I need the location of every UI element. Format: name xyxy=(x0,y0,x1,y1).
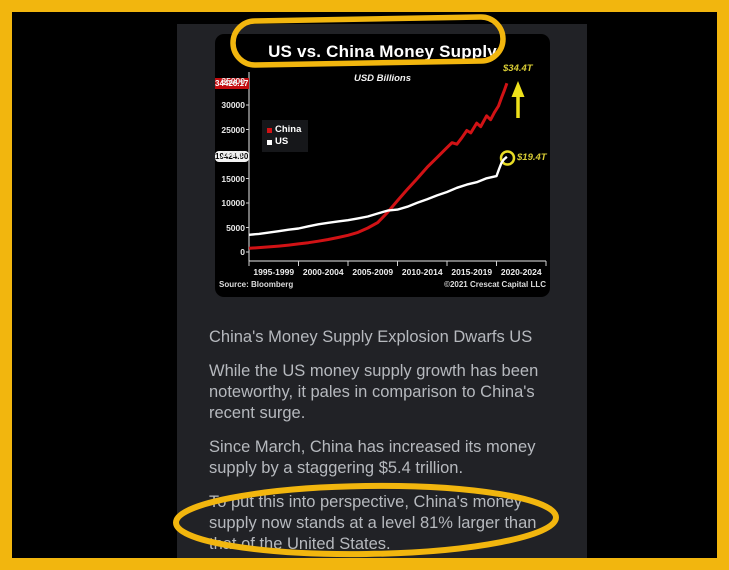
post-paragraph: Since March, China has increased its mon… xyxy=(209,438,536,477)
chart-legend: China US xyxy=(262,120,309,152)
y-tick-label: 5000 xyxy=(226,222,245,233)
x-tick-label: 1995-1999 xyxy=(253,267,295,277)
china-value-callout: 34426.17 xyxy=(215,77,249,89)
us-value-callout: 19424.90 xyxy=(215,151,249,163)
post-paragraph: China's Money Supply Explosion Dwarfs US xyxy=(209,328,533,346)
y-tick-label: 20000 xyxy=(221,149,245,159)
legend-item-us: US xyxy=(267,136,301,148)
x-tick-label: 2005-2009 xyxy=(352,267,394,277)
x-tick-label: 2020-2024 xyxy=(500,267,542,277)
x-tick-label: 2010-2014 xyxy=(401,267,443,277)
y-tick-label: 30000 xyxy=(221,100,245,110)
legend-label: US xyxy=(275,136,289,147)
y-tick-label: 0 xyxy=(240,247,245,257)
post-paragraph-highlighted: To put this into perspective, China's mo… xyxy=(209,493,537,553)
post-body: China's Money Supply Explosion Dwarfs US… xyxy=(209,327,554,558)
chart-plot xyxy=(246,72,547,266)
legend-label: China xyxy=(275,124,302,135)
y-tick-label: 10000 xyxy=(221,198,245,208)
legend-swatch-icon xyxy=(267,127,272,133)
post-panel: US vs. China Money Supply USD Billions 3… xyxy=(177,24,587,558)
chart-source: Source: Bloomberg xyxy=(219,280,294,289)
y-tick-label: 15000 xyxy=(221,173,245,184)
circle-highlight-icon xyxy=(499,150,516,166)
y-tick-label: 35000 xyxy=(221,75,245,86)
series-line-china xyxy=(248,82,509,250)
series-line-us xyxy=(248,155,508,236)
legend-swatch-icon xyxy=(267,139,272,145)
chart-copyright: ©2021 Crescat Capital LLC xyxy=(444,280,546,289)
chart-subtitle: USD Billions xyxy=(353,73,411,84)
legend-item-china: China xyxy=(267,124,301,136)
up-arrow-icon xyxy=(511,81,525,118)
china-annotation: $34.4T xyxy=(503,63,533,74)
chart-image[interactable]: US vs. China Money Supply USD Billions 3… xyxy=(215,34,550,297)
y-tick-label: 25000 xyxy=(221,124,245,135)
us-annotation: $19.4T xyxy=(517,152,547,163)
post-paragraph: While the US money supply growth has bee… xyxy=(209,362,539,422)
x-tick-label: 2015-2019 xyxy=(451,267,493,277)
x-tick-label: 2000-2004 xyxy=(302,267,344,277)
